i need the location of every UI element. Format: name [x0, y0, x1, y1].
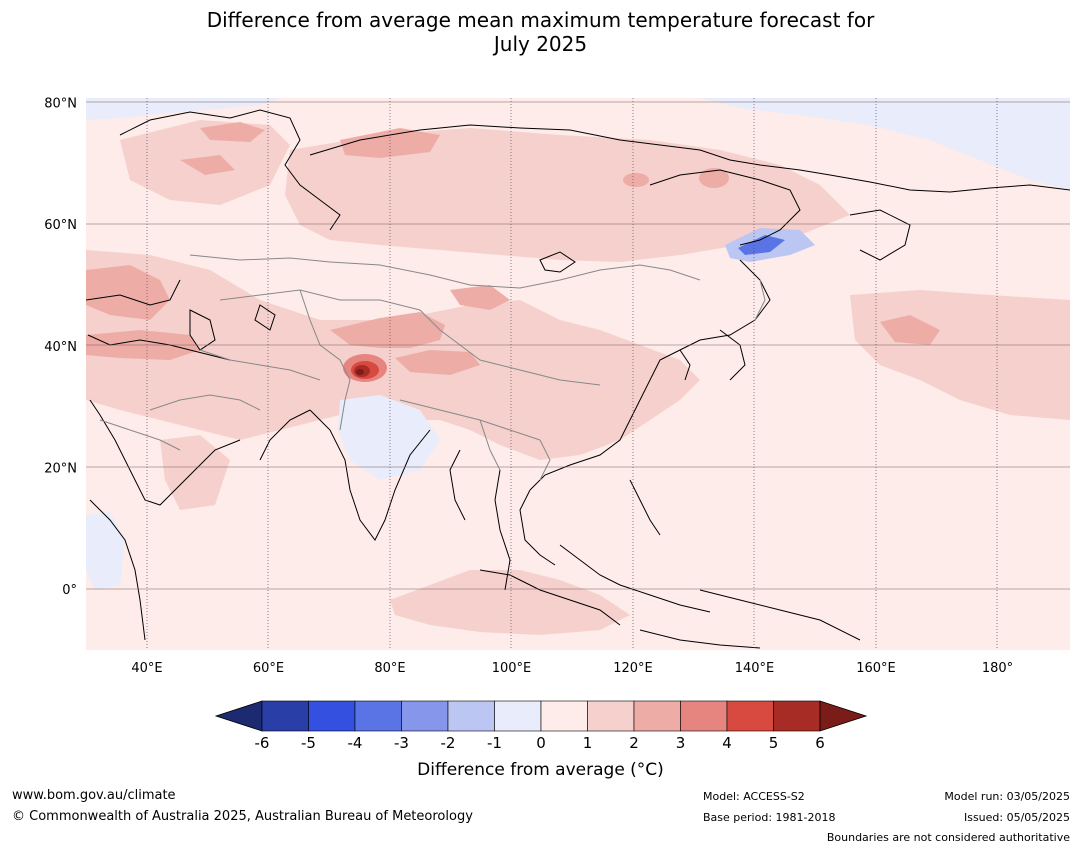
colorbar-tick-9: 3 — [676, 734, 686, 752]
longitude-labels: 40°E 60°E 80°E 100°E 120°E 140°E 160°E 180° — [131, 661, 1013, 676]
map-area — [86, 98, 1070, 650]
colorbar-swatch-1 — [308, 700, 356, 732]
cool-region-africa — [86, 512, 125, 590]
anomaly-region-strong-8 — [200, 122, 265, 142]
colorbar-tick-2: -4 — [348, 734, 363, 752]
graticule-meridians — [146, 98, 998, 650]
anomaly-region-strong-6 — [880, 315, 940, 345]
title-line-2: July 2025 — [493, 32, 588, 56]
footer-model: Model: ACCESS-S2 — [703, 790, 805, 803]
anomaly-region-indian-ocean — [390, 570, 630, 635]
lon-label-1: 60°E — [253, 661, 284, 676]
colorbar-tick-5: -1 — [487, 734, 502, 752]
anomaly-region-strong-10 — [699, 168, 729, 188]
map-title: Difference from average mean maximum tem… — [0, 8, 1081, 56]
cool-region-okhotsk-core — [738, 235, 785, 255]
lat-label-0: 80°N — [44, 97, 77, 112]
colorbar-swatch-7 — [587, 700, 635, 732]
colorbar-tick-3: -3 — [394, 734, 409, 752]
anomaly-region-strong-1 — [86, 265, 170, 320]
cool-region-arctic — [86, 98, 280, 120]
colorbar-title: Difference from average (°C) — [417, 760, 664, 780]
lat-label-4: 0° — [62, 583, 77, 598]
lon-label-5: 140°E — [735, 661, 775, 676]
anomaly-region-siberia — [285, 128, 850, 262]
lon-label-3: 100°E — [492, 661, 532, 676]
colorbar-low-extend — [214, 700, 263, 732]
lat-label-1: 60°N — [44, 218, 77, 233]
coastlines — [86, 109, 1070, 649]
colorbar-tick-1: -5 — [301, 734, 316, 752]
graticule-parallels — [86, 101, 1070, 590]
footer-issued: Issued: 05/05/2025 — [963, 811, 1070, 824]
lon-label-0: 40°E — [131, 661, 162, 676]
colorbar-tick-8: 2 — [629, 734, 639, 752]
colorbar-tick-12: 6 — [815, 734, 825, 752]
lon-label-4: 120°E — [613, 661, 653, 676]
lon-label-6: 160°E — [856, 661, 896, 676]
colorbar-swatch-2 — [354, 700, 402, 732]
anomaly-region-arabia — [160, 435, 230, 510]
colorbar-tick-10: 4 — [722, 734, 732, 752]
anomaly-region-strong-11 — [623, 173, 649, 187]
country-borders — [99, 254, 766, 481]
lon-label-7: 180° — [982, 661, 1013, 676]
lon-label-2: 80°E — [374, 661, 405, 676]
footer-base-period: Base period: 1981-2018 — [703, 811, 836, 824]
colorbar-swatch-4 — [447, 700, 495, 732]
lat-label-3: 20°N — [44, 461, 77, 476]
colorbar-tick-11: 5 — [769, 734, 779, 752]
title-line-1: Difference from average mean maximum tem… — [206, 8, 875, 32]
colorbar-swatch-6 — [540, 700, 588, 732]
lat-label-2: 40°N — [44, 340, 77, 355]
colorbar-tick-0: -6 — [255, 734, 270, 752]
colorbar-tick-6: 0 — [536, 734, 546, 752]
colorbar-swatch-0 — [261, 700, 309, 732]
colorbar-swatch-9 — [680, 700, 728, 732]
anomaly-hotspot-extreme — [356, 369, 364, 375]
colorbar-swatch-3 — [401, 700, 449, 732]
footer-disclaimer: Boundaries are not considered authoritat… — [826, 831, 1070, 844]
colorbar-high-extend — [819, 700, 868, 732]
anomaly-region-strong-4 — [395, 350, 480, 375]
colorbar-tick-7: 1 — [583, 734, 593, 752]
anomaly-region-strong-3 — [330, 312, 445, 348]
colorbar-swatch-11 — [773, 700, 821, 732]
anomaly-region-strong-9 — [180, 155, 235, 175]
latitude-labels: 80°N 60°N 40°N 20°N 0° — [44, 97, 77, 598]
anomaly-region-strong-5 — [450, 285, 510, 310]
colorbar-swatch-10 — [726, 700, 774, 732]
footer-model-run: Model run: 03/05/2025 — [944, 790, 1070, 803]
footer-url: www.bom.gov.au/climate — [12, 788, 176, 803]
colorbar-tick-4: -2 — [441, 734, 456, 752]
footer-copyright: © Commonwealth of Australia 2025, Austra… — [12, 809, 473, 824]
anomaly-region-central-asia — [86, 250, 700, 460]
cool-region-east-siberian — [700, 98, 1070, 190]
colorbar-swatch-8 — [633, 700, 681, 732]
cool-region-india — [338, 395, 440, 480]
colorbar: -6 -5 -4 -3 -2 -1 0 1 2 3 4 5 6 — [214, 700, 868, 752]
colorbar-swatch-5 — [494, 700, 542, 732]
